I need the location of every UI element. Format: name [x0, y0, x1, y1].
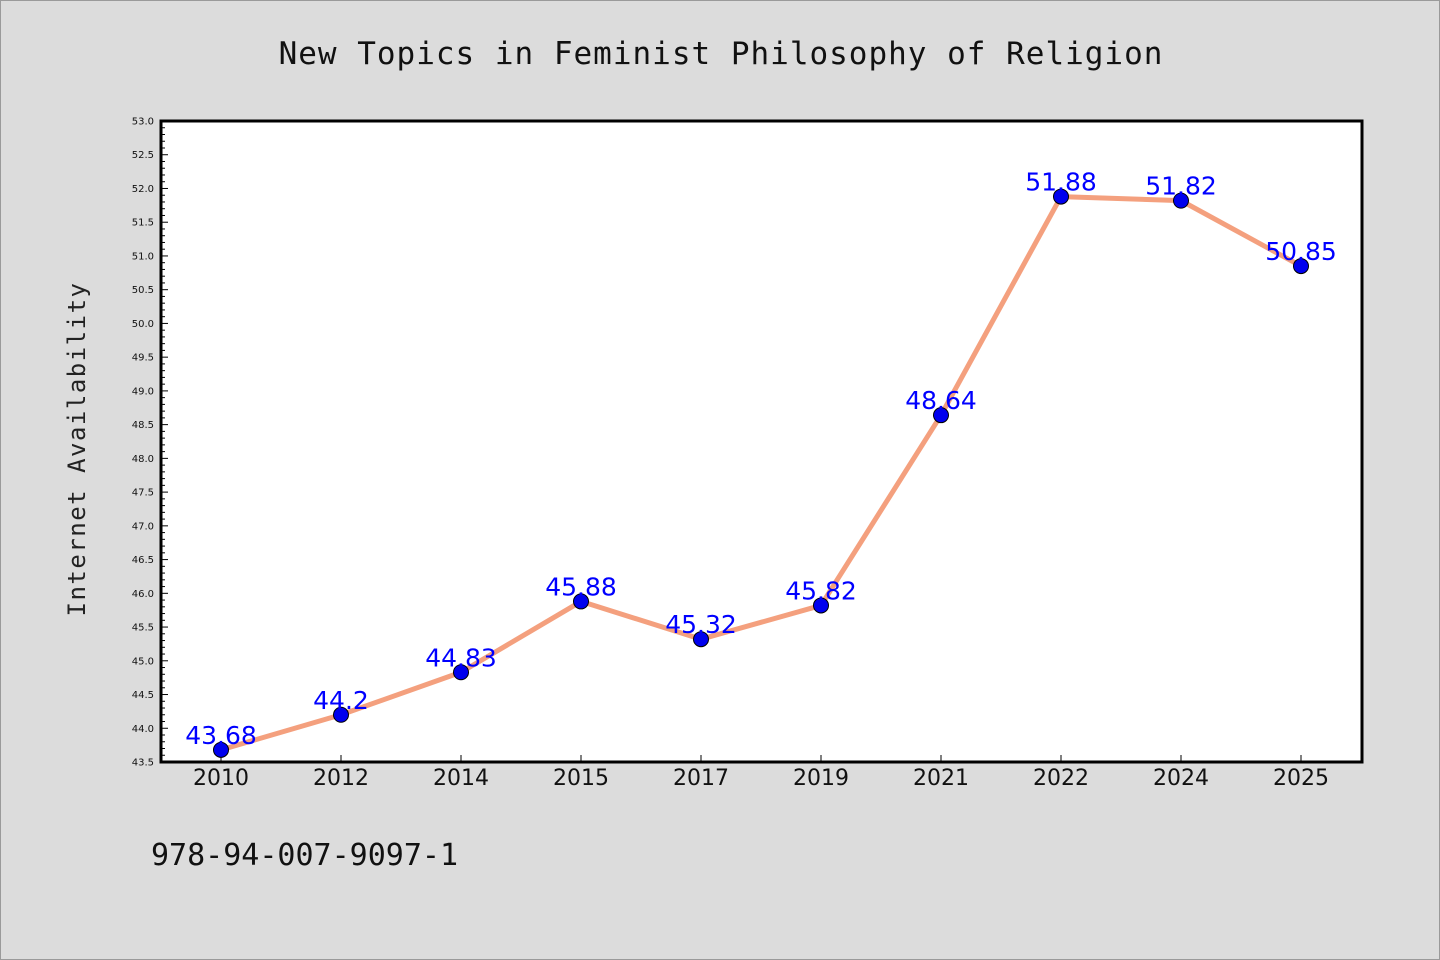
- data-point: [933, 407, 949, 424]
- y-tick-label: 48.5: [132, 420, 154, 431]
- x-tick-label: 2019: [793, 766, 849, 791]
- series-line: [218, 194, 1304, 753]
- plot-frame: [159, 119, 1364, 764]
- data-point: [1173, 192, 1189, 209]
- y-tick-label: 46.0: [132, 589, 154, 600]
- y-tick-label: 52.0: [132, 184, 154, 195]
- data-point: [813, 597, 829, 614]
- data-label: 51.82: [1145, 172, 1217, 201]
- y-tick-label: 50.0: [132, 319, 154, 330]
- data-label: 51.88: [1025, 168, 1097, 197]
- x-tick-label: 2017: [673, 766, 729, 791]
- y-tick-label: 46.5: [132, 555, 154, 566]
- data-label: 43.68: [185, 721, 257, 750]
- data-label: 45.88: [545, 572, 617, 601]
- x-tick-label: 2012: [313, 766, 369, 791]
- data-point: [213, 741, 229, 758]
- isbn-footer: 978-94-007-9097-1: [151, 838, 458, 873]
- y-tick-label: 47.5: [132, 488, 154, 499]
- y-tick-label: 48.0: [132, 454, 154, 465]
- x-tick-label: 2021: [913, 766, 969, 791]
- x-tick-label: 2014: [433, 766, 489, 791]
- series-line-group: [218, 194, 1304, 753]
- data-point: [573, 593, 589, 610]
- y-axis-label: Internet Availability: [63, 282, 91, 617]
- x-axis-ticks: 2010 2012 2014 2015 2017 2019 2021 2022 2024 2025: [193, 755, 1329, 791]
- y-tick-label: 45.5: [132, 623, 154, 634]
- data-point: [693, 631, 709, 648]
- chart-title: New Topics in Feminist Philosophy of Rel…: [279, 36, 1164, 72]
- y-tick-label: 44.0: [132, 724, 154, 735]
- y-tick-label: 44.5: [132, 690, 154, 701]
- plot-area: [161, 121, 1362, 762]
- y-tick-label: 51.0: [132, 251, 154, 262]
- y-tick-label: 49.0: [132, 386, 154, 397]
- y-tick-label: 53.0: [132, 117, 154, 128]
- data-labels: 43.68 44.2 44.83 45.88 45.32 45.82 48.64 51.88 5…: [185, 168, 1337, 750]
- x-tick-label: 2010: [193, 766, 249, 791]
- data-label: 45.32: [665, 610, 737, 639]
- data-label: 50.85: [1265, 237, 1337, 266]
- x-tick-label: 2022: [1033, 766, 1089, 791]
- data-label: 45.82: [785, 576, 857, 605]
- y-tick-label: 51.5: [132, 218, 154, 229]
- data-point: [1293, 258, 1309, 275]
- y-tick-label: 52.5: [132, 150, 154, 161]
- y-tick-label: 45.0: [132, 656, 154, 667]
- data-label: 44.2: [313, 686, 369, 715]
- data-label: 44.83: [425, 643, 497, 672]
- data-point: [1053, 188, 1069, 205]
- data-label: 48.64: [905, 386, 977, 415]
- y-tick-label: 50.5: [132, 285, 154, 296]
- x-tick-label: 2025: [1273, 766, 1329, 791]
- x-tick-label: 2015: [553, 766, 609, 791]
- series-markers: [213, 188, 1309, 758]
- data-point: [453, 664, 469, 681]
- x-tick-label: 2024: [1153, 766, 1209, 791]
- y-tick-label: 47.0: [132, 521, 154, 532]
- y-tick-label: 49.5: [132, 353, 154, 364]
- y-tick-label: 43.5: [132, 758, 154, 769]
- data-point: [333, 706, 349, 723]
